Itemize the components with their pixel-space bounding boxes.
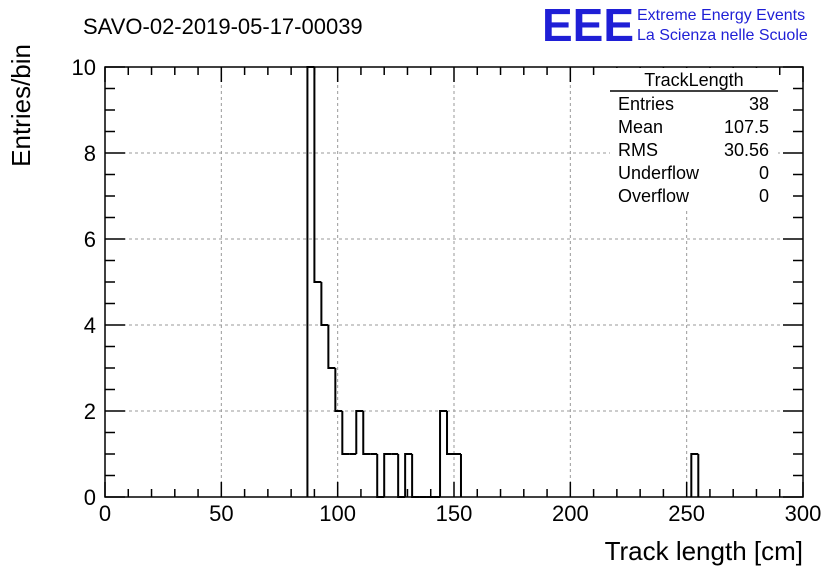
stats-row-value: 38 bbox=[749, 94, 769, 114]
run-title: SAVO-02-2019-05-17-00039 bbox=[83, 14, 363, 39]
x-tick-label: 200 bbox=[552, 501, 589, 526]
histogram-bin bbox=[690, 453, 699, 497]
y-axis-title: Entries/bin bbox=[6, 44, 36, 167]
x-tick-label: 150 bbox=[436, 501, 473, 526]
histogram-bin bbox=[327, 325, 336, 369]
histogram-bin bbox=[411, 454, 420, 498]
stats-row-label: Mean bbox=[618, 117, 663, 137]
histogram-bin bbox=[341, 411, 350, 455]
logo-line-2: La Scienza nelle Scuole bbox=[637, 27, 808, 44]
y-tick-label: 8 bbox=[84, 141, 96, 166]
stats-row-label: Entries bbox=[618, 94, 674, 114]
x-tick-label: 0 bbox=[99, 501, 111, 526]
histogram-bin bbox=[320, 282, 329, 326]
axes-layer: 0 50 100 150 200 250 300 0 2 4 6 8 10 bbox=[72, 55, 822, 526]
x-tick-label: 250 bbox=[668, 501, 705, 526]
x-axis-title: Track length [cm] bbox=[605, 536, 803, 566]
stats-row-label: RMS bbox=[618, 140, 658, 160]
y-tick-label: 4 bbox=[84, 313, 96, 338]
histogram-bin bbox=[383, 453, 392, 497]
x-tick-label: 50 bbox=[209, 501, 233, 526]
histogram-bin bbox=[446, 411, 454, 455]
stats-box: TrackLength Entries 38 Mean 107.5 RMS 30.56 Un… bbox=[610, 68, 778, 208]
stats-box-title: TrackLength bbox=[644, 70, 743, 90]
stats-row-value: 0 bbox=[759, 163, 769, 183]
histogram-bin bbox=[404, 453, 413, 497]
y-tick-label: 10 bbox=[72, 55, 96, 80]
stats-rows: Entries 38 Mean 107.5 RMS 30.56 Underflow 0 Over… bbox=[618, 94, 769, 206]
histogram-bin bbox=[355, 410, 364, 454]
histogram-bin bbox=[397, 454, 406, 498]
histogram-bin bbox=[306, 66, 315, 497]
histogram-bin bbox=[439, 410, 448, 497]
stats-row-value: 107.5 bbox=[724, 117, 769, 137]
y-tick-label: 2 bbox=[84, 399, 96, 424]
histogram-bin bbox=[376, 454, 385, 498]
x-tick-label: 100 bbox=[319, 501, 356, 526]
eee-logo: EEE Extreme Energy Events La Scienza nel… bbox=[542, 0, 808, 51]
logo-letters: EEE bbox=[542, 0, 634, 51]
histogram-bin bbox=[362, 411, 371, 455]
y-tick-label: 6 bbox=[84, 227, 96, 252]
logo-line-1: Extreme Energy Events bbox=[637, 7, 805, 24]
y-tick-label: 0 bbox=[84, 485, 96, 510]
stats-row-label: Overflow bbox=[618, 186, 690, 206]
histogram-bin bbox=[334, 368, 343, 412]
stats-row-label: Underflow bbox=[618, 163, 700, 183]
x-tick-label: 300 bbox=[785, 501, 822, 526]
stats-row-value: 30.56 bbox=[724, 140, 769, 160]
stats-row-value: 0 bbox=[759, 186, 769, 206]
histogram-bin bbox=[313, 67, 322, 283]
